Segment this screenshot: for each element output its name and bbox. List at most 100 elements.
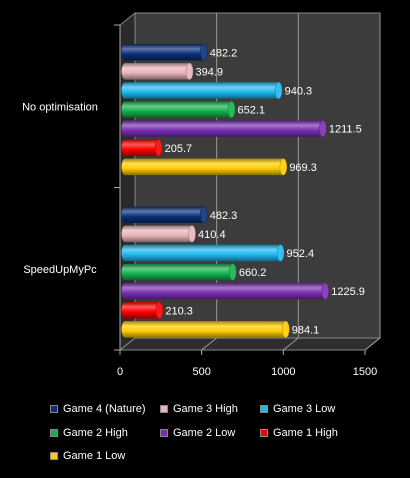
bar-base	[121, 302, 129, 319]
gridline-floor	[283, 337, 299, 351]
data-label: 205.7	[165, 143, 193, 155]
data-label: 410.4	[198, 229, 226, 241]
bar	[121, 320, 290, 338]
bar-cap	[155, 301, 164, 319]
bars	[121, 43, 329, 338]
data-label: 394.9	[196, 66, 224, 78]
data-label: 940.3	[285, 85, 313, 97]
bar-base	[121, 120, 129, 137]
gridline-floor	[364, 337, 381, 351]
bar-body	[125, 225, 193, 243]
bar-base	[121, 225, 129, 243]
bar-base	[121, 139, 129, 156]
bar-cap	[188, 225, 196, 243]
category-label: SpeedUpMyPc	[23, 264, 97, 276]
bar	[121, 158, 288, 176]
bar-base	[121, 63, 129, 80]
legend: Game 4 (Nature) Game 3 High Game 3 Low Game…	[0, 400, 410, 470]
data-label: 660.2	[239, 267, 267, 279]
bar-body	[125, 206, 204, 223]
category-label: No optimisation	[22, 101, 98, 113]
legend-item: Game 3 High	[160, 403, 238, 415]
bar-base	[121, 82, 129, 99]
legend-label: Game 1 Low	[63, 450, 126, 462]
bar-cap	[227, 101, 236, 119]
legend-label: Game 2 Low	[173, 427, 236, 439]
bar-cap	[274, 81, 283, 99]
bar-body	[125, 321, 286, 338]
legend-swatch	[160, 405, 168, 413]
bar-base	[121, 101, 129, 118]
bar-base	[121, 263, 129, 281]
bar	[121, 225, 196, 243]
data-labels: 482.2 394.9 940.3 652.1 1211.5 205.7 969.3 482.…	[165, 47, 365, 336]
bar-base	[121, 321, 129, 338]
bar-base	[121, 158, 129, 176]
bar-cap	[200, 43, 208, 61]
x-tick-label: 0	[117, 366, 123, 378]
legend-label: Game 3 High	[173, 403, 238, 415]
x-tick-label: 1500	[353, 366, 377, 378]
bar	[121, 206, 208, 224]
bar-body	[125, 120, 323, 137]
x-tick-label: 1000	[271, 366, 295, 378]
bar-body	[125, 282, 326, 300]
bar-cap	[154, 139, 163, 157]
bar-cap	[229, 263, 237, 281]
bar	[121, 301, 164, 319]
data-label: 210.3	[165, 305, 193, 317]
bar-body	[125, 82, 279, 99]
data-label: 652.1	[238, 105, 266, 117]
bar	[121, 120, 327, 138]
bar-body	[125, 139, 159, 156]
bar-cap	[276, 244, 285, 262]
legend-item: Game 2 High	[50, 427, 128, 439]
bar-cap	[200, 206, 208, 224]
bar-body	[125, 244, 281, 262]
legend-item: Game 3 Low	[260, 403, 335, 415]
data-label: 1225.9	[331, 286, 365, 298]
legend-swatch	[260, 405, 268, 413]
bar	[121, 244, 285, 262]
data-label: 482.3	[210, 210, 238, 222]
bar-body	[125, 263, 233, 281]
bar-body	[125, 44, 204, 61]
legend-label: Game 2 High	[63, 427, 128, 439]
legend-item: Game 1 High	[260, 427, 338, 439]
legend-item: Game 1 Low	[50, 450, 125, 462]
bar	[121, 101, 236, 119]
legend-swatch	[50, 405, 58, 413]
legend-swatch	[50, 429, 58, 437]
bar-base	[121, 282, 129, 300]
gridline-floor	[201, 337, 217, 351]
bar-base	[121, 206, 129, 223]
legend-label: Game 1 High	[273, 427, 338, 439]
x-tick-label: 500	[192, 366, 210, 378]
legend-label: Game 4 (Nature)	[63, 403, 146, 415]
legend-item: Game 2 Low	[160, 427, 235, 439]
bar	[121, 139, 163, 157]
axes: 0 500 1000 1500 No optimisation SpeedUpMyPc	[22, 24, 377, 378]
data-label: 1211.5	[329, 124, 362, 136]
bar	[121, 282, 329, 300]
data-label: 984.1	[292, 324, 320, 336]
floor	[118, 337, 382, 351]
legend-swatch	[50, 452, 58, 460]
legend-item: Game 4 (Nature)	[50, 403, 146, 415]
bar	[121, 62, 194, 80]
bar-cap	[185, 62, 194, 80]
legend-swatch	[260, 429, 268, 437]
bar-cap	[281, 320, 290, 338]
chart: 482.2 394.9 940.3 652.1 1211.5 205.7 969.3 482.…	[22, 11, 382, 378]
bar-body	[125, 101, 232, 118]
bar-cap	[321, 282, 329, 300]
bar	[121, 263, 237, 281]
data-label: 482.2	[210, 47, 238, 59]
legend-swatch	[160, 429, 168, 437]
bar-cap	[319, 120, 327, 138]
data-label: 969.3	[289, 162, 317, 174]
bar	[121, 43, 208, 61]
bar-base	[121, 44, 129, 61]
bar-body	[125, 302, 160, 319]
legend-label: Game 3 Low	[273, 403, 336, 415]
